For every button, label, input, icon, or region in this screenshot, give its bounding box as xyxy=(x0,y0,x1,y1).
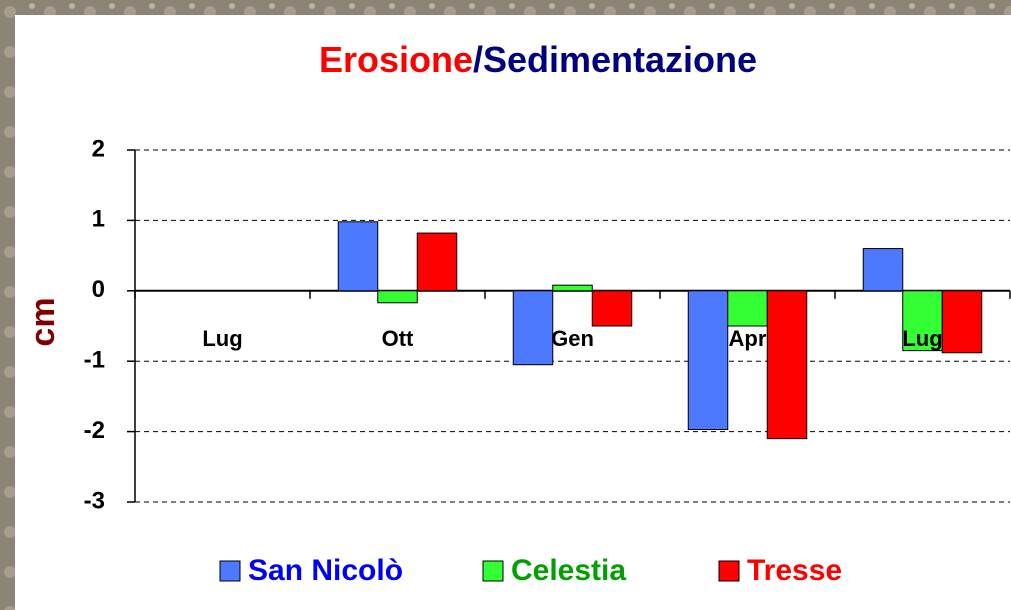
bar xyxy=(862,248,904,292)
y-axis-label: cm xyxy=(24,297,62,346)
x-tick-label: Ott xyxy=(382,326,414,351)
bar xyxy=(902,290,943,352)
x-tick-label: Lug xyxy=(202,326,242,351)
legend-swatch xyxy=(482,560,504,582)
y-tick-label: -2 xyxy=(84,417,105,444)
y-tick-label: 0 xyxy=(92,276,105,303)
legend-swatch xyxy=(219,560,241,582)
legend-label: Tresse xyxy=(747,554,842,587)
x-tick-label: Lug xyxy=(902,326,942,351)
x-tick-label: Apr xyxy=(729,326,767,351)
bar xyxy=(687,290,729,430)
title-part: Erosione xyxy=(319,39,473,80)
bar xyxy=(337,221,379,292)
legend-swatch xyxy=(718,560,740,582)
legend-label: Celestia xyxy=(511,554,626,587)
y-tick-label: -1 xyxy=(84,347,105,374)
chart-title: Erosione/Sedimentazione xyxy=(319,39,757,80)
legend-label: San Nicolò xyxy=(248,554,403,587)
y-tick-label: -3 xyxy=(84,487,105,514)
title-part: /Sedimentazione xyxy=(473,39,757,80)
y-tick-label: 2 xyxy=(92,135,105,162)
bar xyxy=(552,284,593,292)
bar xyxy=(727,290,768,327)
bar xyxy=(377,290,418,304)
bar xyxy=(416,232,458,292)
y-tick-label: 1 xyxy=(92,206,105,233)
bar xyxy=(591,290,633,327)
bar xyxy=(941,290,983,354)
x-tick-label: Gen xyxy=(551,326,594,351)
bar xyxy=(766,290,808,440)
bar xyxy=(512,290,554,366)
